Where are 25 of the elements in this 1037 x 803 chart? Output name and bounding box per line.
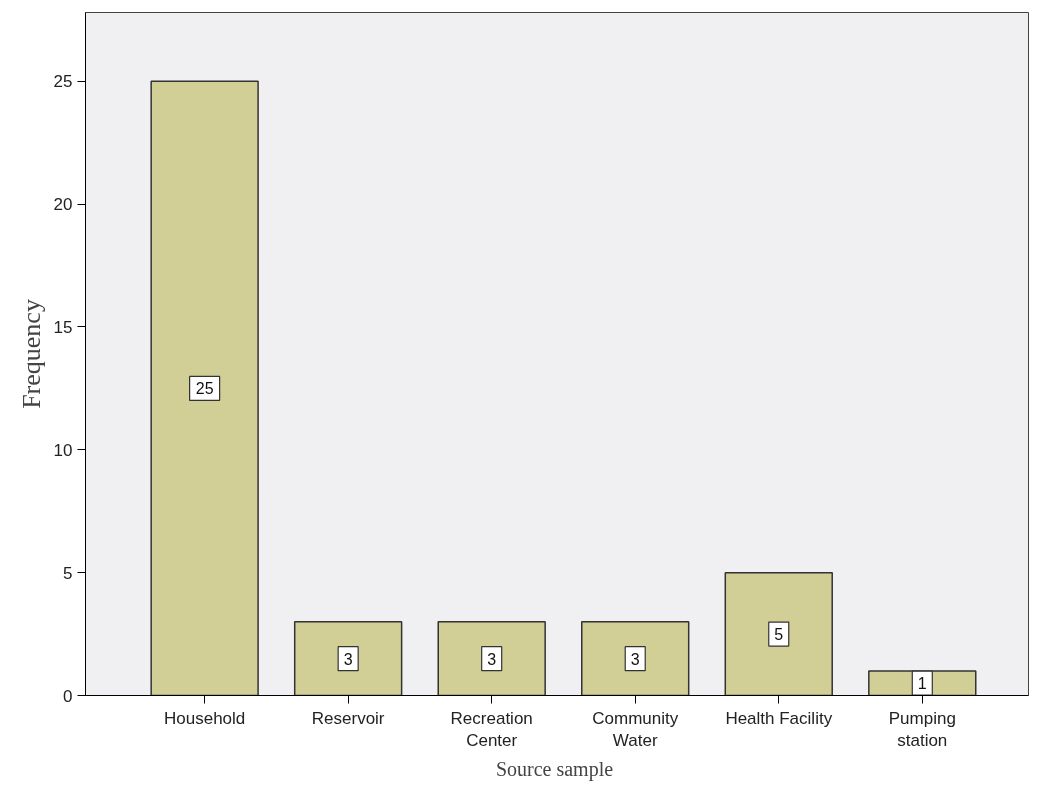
x-tick-label: Pumping station — [888, 708, 956, 751]
data-label: 3 — [630, 650, 640, 668]
y-tick-label: 25 — [53, 72, 73, 92]
bar — [293, 621, 403, 696]
y-tick-label: 5 — [63, 563, 73, 583]
bar — [581, 621, 690, 696]
x-tick-label: Community Water — [592, 708, 679, 751]
data-label: 3 — [487, 650, 497, 668]
x-tick-label: Reservoir — [311, 708, 385, 728]
y-tick-label: 10 — [53, 440, 73, 460]
x-axis-title: Source sample — [495, 758, 614, 782]
x-tick-label: Recreation Center — [450, 708, 533, 751]
y-axis-title: Frequency — [16, 299, 46, 409]
y-tick-label: 20 — [53, 195, 73, 215]
data-label: 1 — [917, 675, 927, 693]
x-tick-label: Health Facility — [725, 708, 833, 728]
y-tick-label: 15 — [53, 317, 73, 337]
y-tick-label: 0 — [63, 686, 73, 706]
bar — [724, 571, 833, 696]
bar — [150, 80, 259, 696]
data-label: 3 — [343, 650, 353, 668]
bar — [437, 621, 546, 696]
data-label: 5 — [774, 626, 784, 644]
x-tick-label: Household — [163, 708, 246, 728]
data-label: 25 — [195, 380, 214, 398]
